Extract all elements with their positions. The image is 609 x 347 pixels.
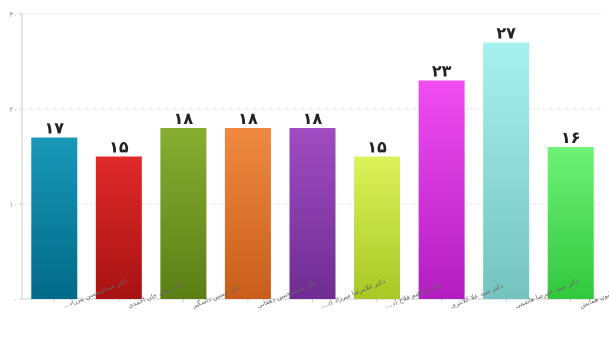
data-label: ۱۸ <box>303 109 323 128</box>
y-tick-label: ۲۰ <box>9 106 17 114</box>
bar <box>160 128 207 299</box>
bar <box>483 42 530 299</box>
y-tick-label: ۳۰ <box>9 11 17 19</box>
bars <box>31 42 594 299</box>
bar <box>95 156 142 299</box>
data-label: ۱۷ <box>45 119 65 138</box>
bar <box>289 128 336 299</box>
bar <box>354 156 401 299</box>
data-label: ۲۷ <box>496 24 516 43</box>
bar <box>547 147 594 299</box>
data-label: ۱۸ <box>238 109 258 128</box>
bar <box>31 137 78 299</box>
bar <box>418 80 465 299</box>
y-tick-label: ۰ <box>13 296 17 304</box>
data-label: ۱۶ <box>561 128 581 147</box>
bar <box>224 128 271 299</box>
data-label: ۱۵ <box>109 138 129 157</box>
data-labels: ۱۷ ۱۵ ۱۸ ۱۸ ۱۸ ۱۵ ۲۳ ۲۷ ۱۶ <box>45 24 581 157</box>
data-label: ۱۸ <box>174 109 194 128</box>
y-axis: ۰ ۱۰ ۲۰ ۳۰ <box>9 11 22 304</box>
y-tick-label: ۱۰ <box>9 201 17 209</box>
data-label: ۲۳ <box>432 62 452 81</box>
data-label: ۱۵ <box>367 138 387 157</box>
